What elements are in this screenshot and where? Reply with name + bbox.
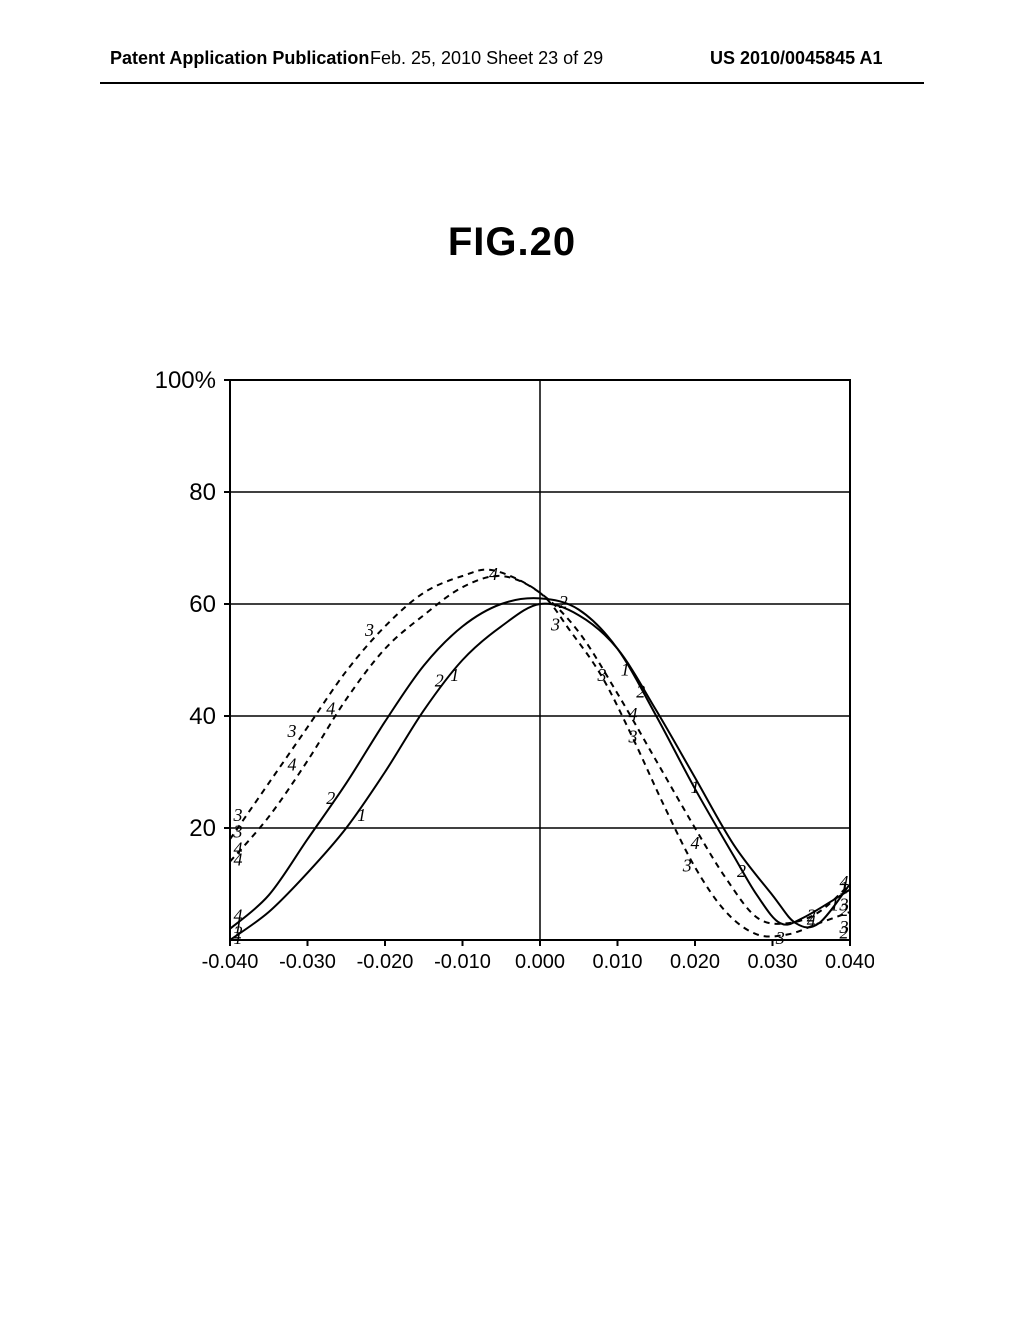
figure-title: FIG.20: [0, 220, 1024, 265]
svg-text:4: 4: [234, 850, 243, 870]
header-mid: Feb. 25, 2010 Sheet 23 of 29: [370, 48, 603, 69]
svg-text:1: 1: [450, 665, 459, 685]
svg-text:4: 4: [489, 564, 498, 584]
svg-text:3: 3: [682, 855, 692, 875]
header-rule: [100, 82, 924, 84]
svg-text:0.000: 0.000: [515, 951, 565, 973]
svg-text:-0.010: -0.010: [434, 951, 491, 973]
mtf-chart: 20 40 60 80 100% -0.040 -0.030 -0.020 -0.010 0.00…: [150, 360, 874, 1040]
svg-text:4: 4: [807, 911, 816, 931]
svg-text:-0.020: -0.020: [357, 951, 414, 973]
svg-text:40: 40: [189, 703, 216, 730]
chart-svg: 20 40 60 80 100% -0.040 -0.030 -0.020 -0.010 0.00…: [150, 360, 874, 1040]
svg-text:0.010: 0.010: [592, 951, 642, 973]
svg-text:20: 20: [189, 815, 216, 842]
svg-text:4: 4: [691, 833, 700, 853]
svg-text:3: 3: [628, 727, 638, 747]
svg-text:-0.030: -0.030: [279, 951, 336, 973]
svg-text:2: 2: [435, 671, 444, 691]
svg-text:3: 3: [287, 721, 297, 741]
svg-text:60: 60: [189, 591, 216, 618]
svg-text:2: 2: [636, 682, 645, 702]
svg-text:0.030: 0.030: [747, 951, 797, 973]
svg-text:0.040: 0.040: [825, 951, 874, 973]
svg-text:4: 4: [629, 704, 638, 724]
svg-text:3: 3: [364, 620, 374, 640]
svg-text:4: 4: [326, 699, 335, 719]
svg-text:2: 2: [737, 861, 746, 881]
svg-text:4: 4: [288, 755, 297, 775]
svg-text:2: 2: [559, 592, 568, 612]
svg-text:1: 1: [357, 805, 366, 825]
svg-text:0.020: 0.020: [670, 951, 720, 973]
svg-text:2: 2: [326, 788, 335, 808]
svg-text:80: 80: [189, 479, 216, 506]
header-right: US 2010/0045845 A1: [710, 48, 882, 69]
svg-text:3: 3: [775, 928, 785, 948]
svg-text:1: 1: [234, 928, 243, 948]
header-left: Patent Application Publication: [110, 48, 369, 69]
svg-text:3: 3: [550, 615, 560, 635]
svg-text:100%: 100%: [155, 367, 216, 394]
svg-text:-0.040: -0.040: [202, 951, 259, 973]
svg-text:2: 2: [840, 923, 849, 943]
